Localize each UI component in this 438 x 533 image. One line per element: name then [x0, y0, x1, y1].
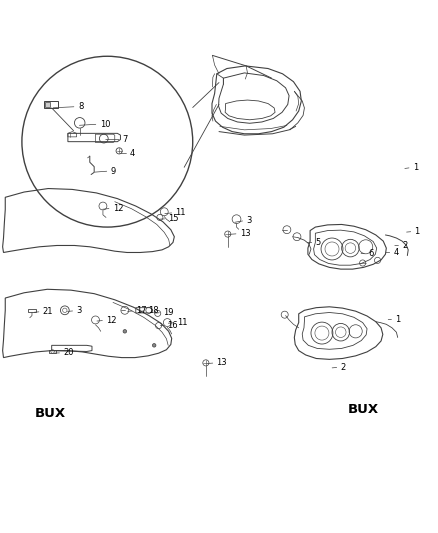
Text: 10: 10 — [100, 119, 110, 128]
Text: 2: 2 — [340, 363, 346, 372]
Text: BUX: BUX — [35, 407, 66, 419]
Text: 5: 5 — [315, 238, 321, 247]
Text: 11: 11 — [177, 318, 187, 327]
Text: 12: 12 — [113, 204, 124, 213]
Text: 4: 4 — [130, 149, 135, 158]
Text: 4: 4 — [393, 248, 399, 257]
Text: 17: 17 — [136, 306, 146, 315]
Text: 18: 18 — [148, 306, 158, 315]
Polygon shape — [45, 102, 50, 107]
Text: 3: 3 — [76, 306, 81, 315]
Text: 2: 2 — [402, 241, 407, 250]
Text: 15: 15 — [168, 214, 179, 223]
Text: 12: 12 — [106, 316, 117, 325]
Text: 1: 1 — [414, 227, 420, 236]
Text: 9: 9 — [110, 166, 116, 175]
Text: BUX: BUX — [348, 403, 379, 416]
Text: 21: 21 — [42, 307, 53, 316]
Circle shape — [152, 344, 156, 347]
Text: 1: 1 — [395, 314, 400, 324]
Text: 16: 16 — [167, 321, 178, 330]
Text: 19: 19 — [163, 308, 173, 317]
Circle shape — [123, 329, 127, 333]
Text: 7: 7 — [123, 135, 128, 144]
Text: 13: 13 — [216, 358, 227, 367]
Text: 1: 1 — [413, 163, 418, 172]
Text: 3: 3 — [246, 216, 251, 225]
Text: 6: 6 — [368, 249, 373, 258]
Text: 13: 13 — [240, 229, 251, 238]
Text: 8: 8 — [78, 102, 83, 111]
Text: 20: 20 — [63, 348, 74, 357]
Text: 11: 11 — [175, 208, 186, 217]
